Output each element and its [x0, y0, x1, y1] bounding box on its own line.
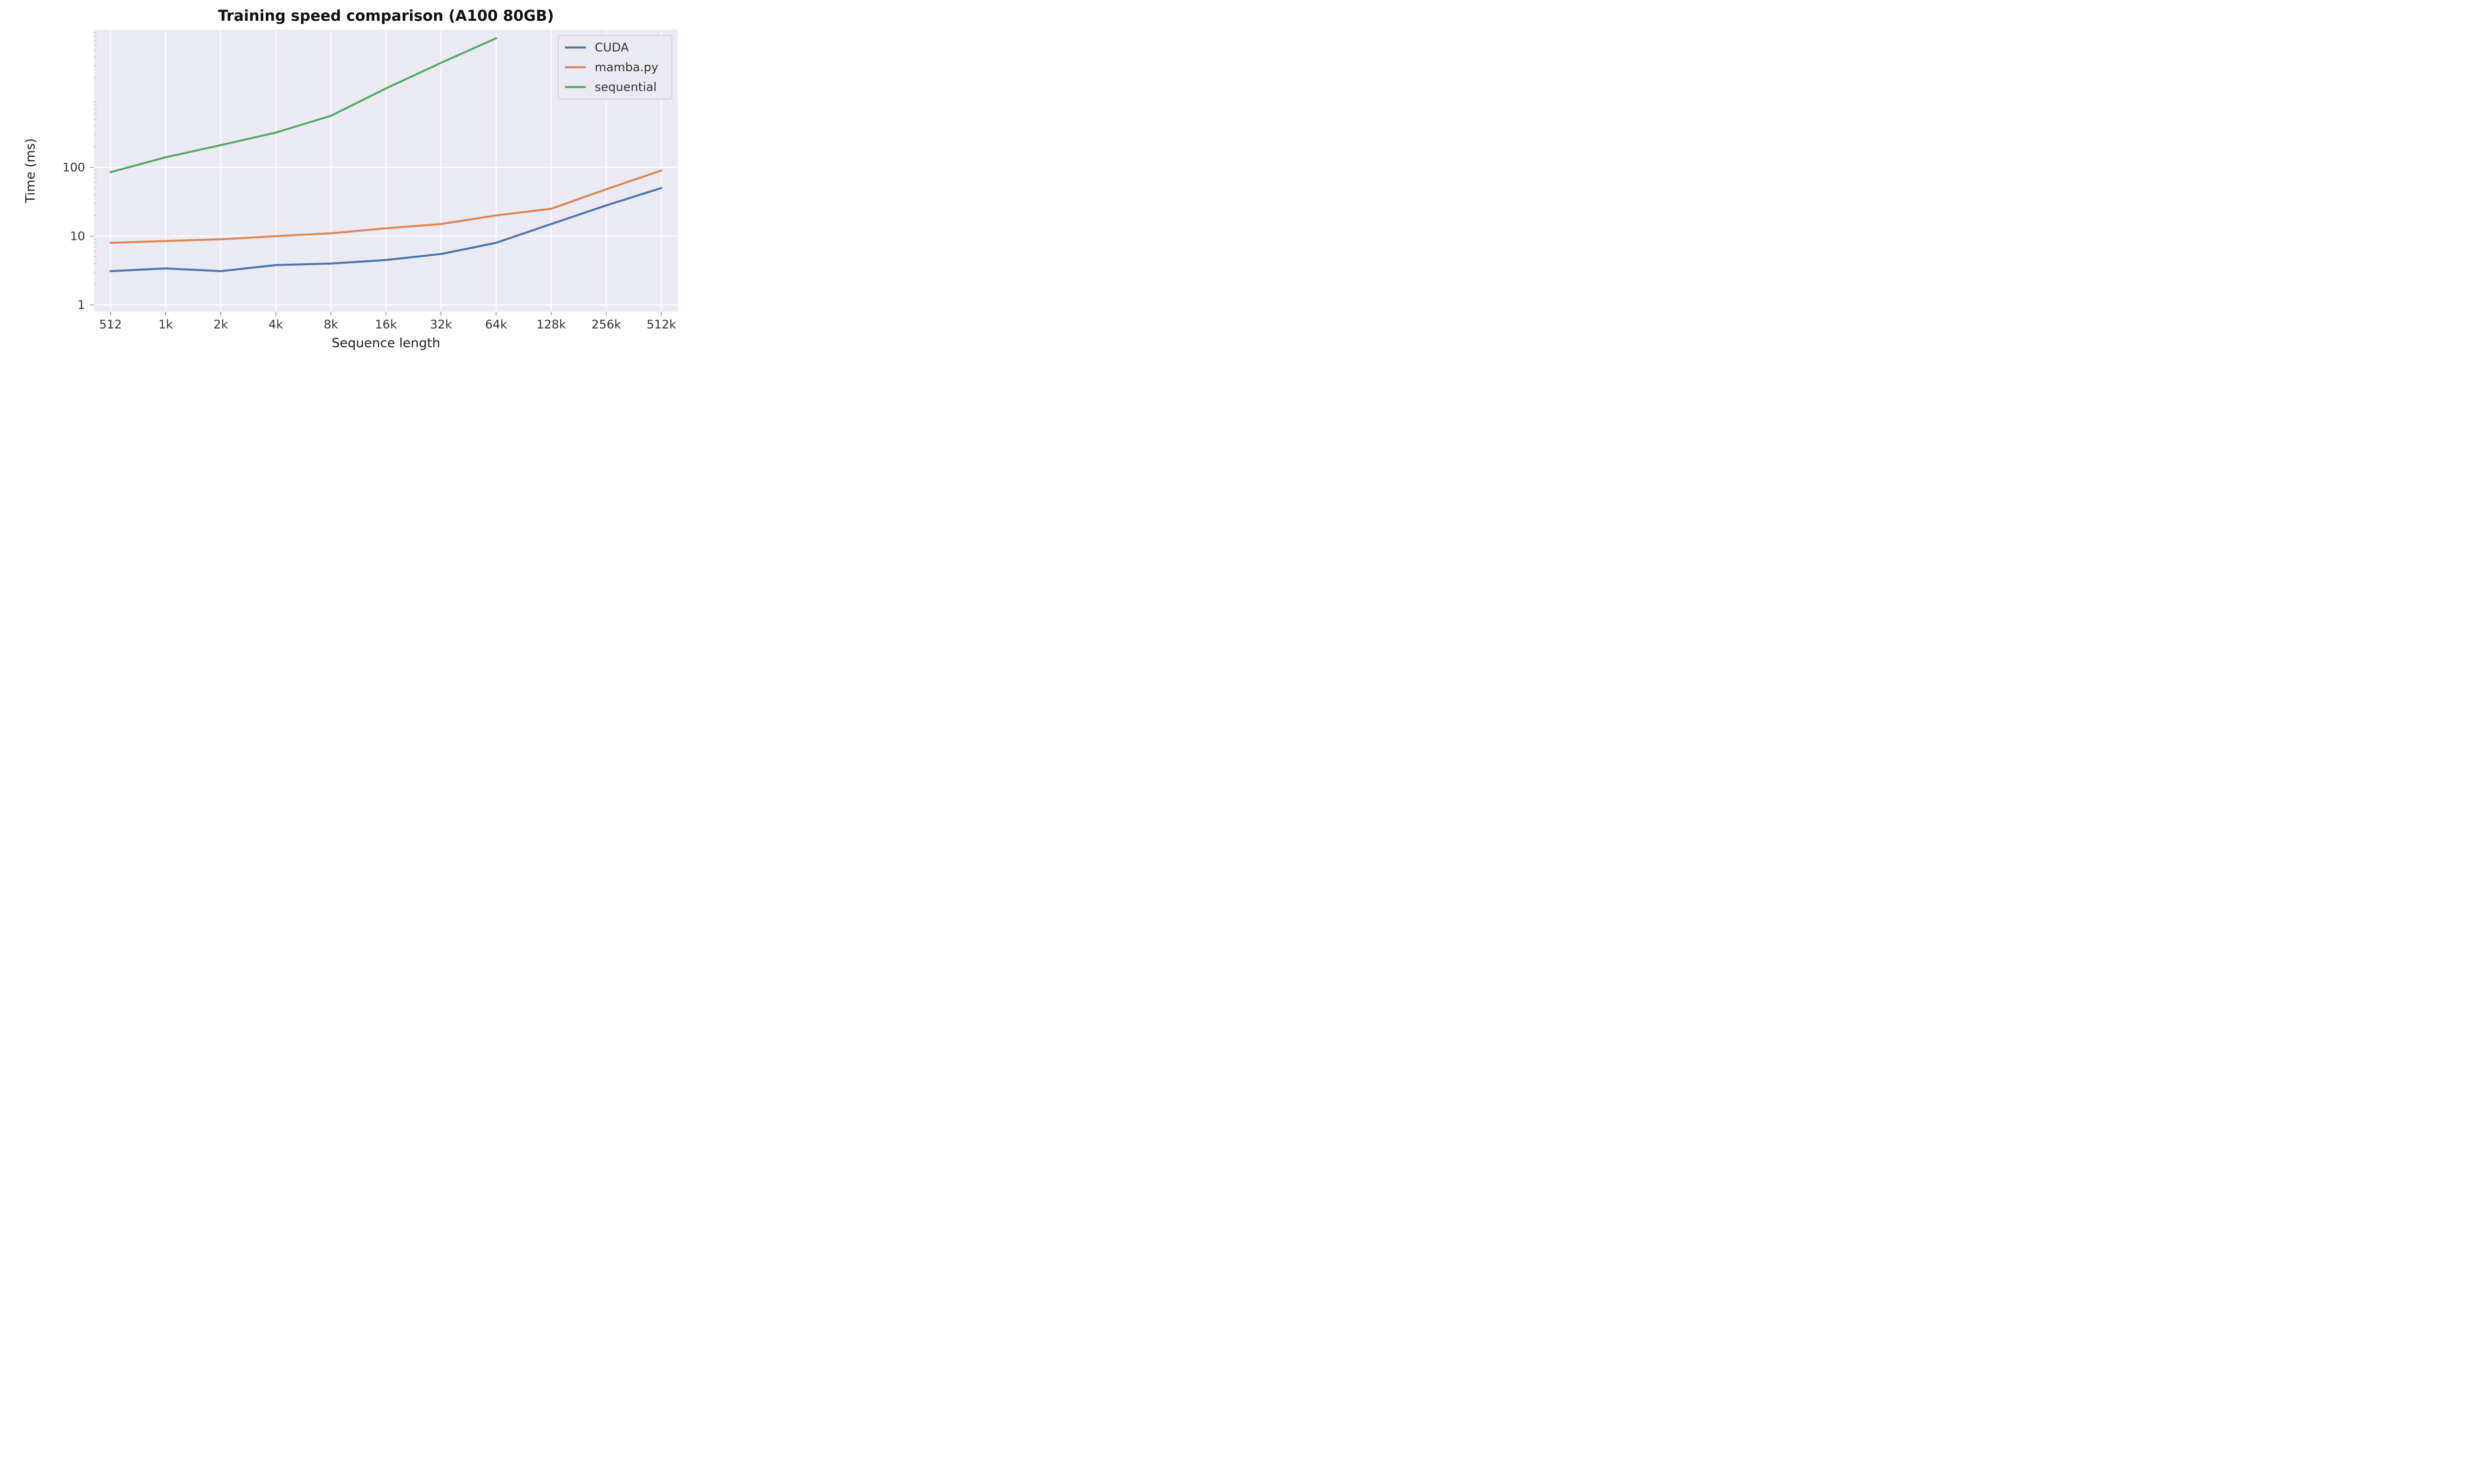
legend-label: mamba.py	[595, 60, 658, 74]
y-axis-label: Time (ms)	[23, 138, 38, 203]
x-tick-label: 4k	[269, 318, 283, 331]
chart-svg: 512 1k 2k 4k 8k 16k 32k 64k 128k 256k 512k 1 10 100 Se…	[0, 0, 742, 371]
y-tick-label: 10	[70, 229, 85, 243]
x-tick-label: 2k	[213, 318, 228, 331]
x-tick-label: 512	[99, 318, 122, 331]
chart-title: Training speed comparison (A100 80GB)	[218, 7, 554, 25]
legend-label: CUDA	[595, 41, 629, 54]
chart-container: 512 1k 2k 4k 8k 16k 32k 64k 128k 256k 512k 1 10 100 Se…	[0, 0, 742, 371]
x-tick-label: 256k	[591, 318, 621, 331]
x-tick-label: 8k	[324, 318, 338, 331]
x-tick-label: 512k	[647, 318, 676, 331]
x-tick-label: 1k	[158, 318, 173, 331]
y-tick-label: 1	[78, 298, 85, 312]
legend-label: sequential	[595, 80, 657, 94]
x-tick-label: 64k	[485, 318, 507, 331]
x-tick-label: 16k	[375, 318, 397, 331]
x-tick-label: 32k	[430, 318, 452, 331]
x-tick-label: 128k	[536, 318, 566, 331]
x-axis-label: Sequence length	[332, 336, 440, 351]
y-tick-label: 100	[62, 160, 85, 174]
